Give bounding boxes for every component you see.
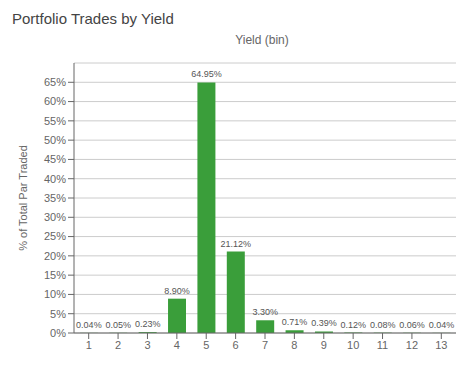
- svg-text:4: 4: [174, 339, 180, 351]
- svg-text:5%: 5%: [50, 308, 66, 320]
- svg-text:8: 8: [291, 339, 297, 351]
- svg-text:10%: 10%: [44, 288, 66, 300]
- svg-text:20%: 20%: [44, 250, 66, 262]
- svg-text:64.95%: 64.95%: [191, 69, 222, 79]
- svg-text:55%: 55%: [44, 115, 66, 127]
- svg-text:45%: 45%: [44, 153, 66, 165]
- svg-text:0.05%: 0.05%: [105, 320, 131, 330]
- svg-text:0.04%: 0.04%: [429, 320, 455, 330]
- svg-text:0.39%: 0.39%: [311, 318, 337, 328]
- svg-text:40%: 40%: [44, 173, 66, 185]
- html-text:Portfolio Trades by Yield: Portfolio Trades by Yield: [12, 10, 174, 27]
- svg-text:1: 1: [86, 339, 92, 351]
- svg-text:5: 5: [203, 339, 209, 351]
- svg-text:60%: 60%: [44, 95, 66, 107]
- svg-text:% of Total Par Traded: % of Total Par Traded: [17, 145, 29, 251]
- html-text:Yield (bin): Yield (bin): [235, 33, 289, 47]
- svg-text:9: 9: [321, 339, 327, 351]
- svg-text:30%: 30%: [44, 211, 66, 223]
- svg-text:0.23%: 0.23%: [135, 319, 161, 329]
- svg-text:15%: 15%: [44, 269, 66, 281]
- svg-text:2: 2: [115, 339, 121, 351]
- svg-text:3.30%: 3.30%: [252, 307, 278, 317]
- svg-text:0.12%: 0.12%: [341, 320, 367, 330]
- svg-text:35%: 35%: [44, 192, 66, 204]
- svg-text:7: 7: [262, 339, 268, 351]
- svg-text:0%: 0%: [50, 327, 66, 339]
- svg-text:0.71%: 0.71%: [282, 317, 308, 327]
- svg-text:50%: 50%: [44, 134, 66, 146]
- svg-text:13: 13: [435, 339, 447, 351]
- svg-text:0.04%: 0.04%: [76, 320, 102, 330]
- svg-text:10: 10: [347, 339, 359, 351]
- svg-text:65%: 65%: [44, 76, 66, 88]
- svg-text:0.06%: 0.06%: [399, 320, 425, 330]
- svg-text:25%: 25%: [44, 230, 66, 242]
- svg-text:21.12%: 21.12%: [221, 239, 252, 249]
- svg-text:0.08%: 0.08%: [370, 320, 396, 330]
- svg-text:6: 6: [233, 339, 239, 351]
- svg-text:3: 3: [144, 339, 150, 351]
- svg-text:12: 12: [406, 339, 418, 351]
- svg-text:11: 11: [377, 339, 388, 351]
- svg-text:8.90%: 8.90%: [164, 286, 190, 296]
